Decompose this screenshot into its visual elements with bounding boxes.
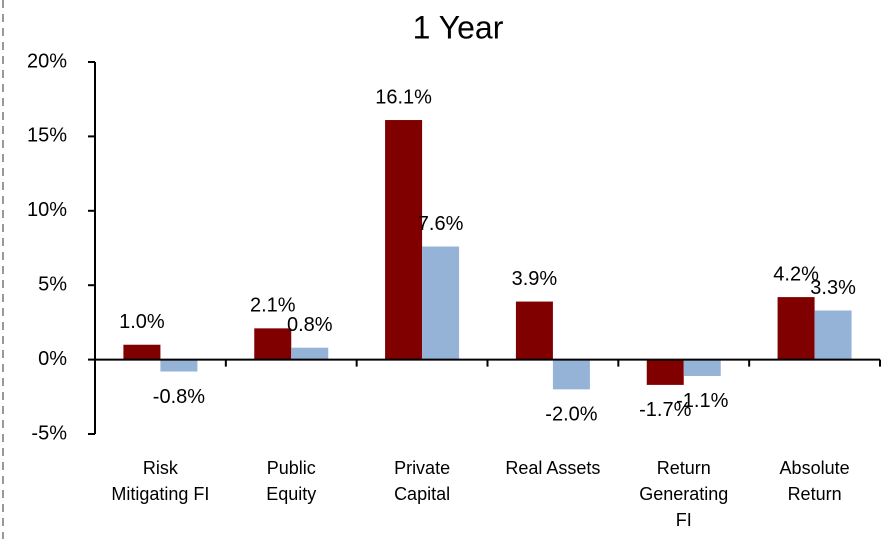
x-tick-label: Real Assets — [505, 458, 601, 478]
bar — [385, 120, 423, 360]
y-tick-label: 10% — [27, 199, 67, 221]
x-tick-label: Absolute Return — [779, 458, 850, 504]
bar — [422, 246, 460, 360]
data-label: 16.1% — [375, 86, 432, 108]
data-label: -1.7% — [639, 399, 691, 421]
bar — [777, 297, 815, 360]
y-tick-label: 5% — [38, 273, 67, 295]
y-tick-label: 15% — [27, 125, 67, 147]
x-tick-label: Risk Mitigating FI — [111, 458, 210, 504]
data-label: 4.2% — [773, 263, 819, 285]
bar — [683, 359, 721, 376]
x-tick-label: Return Generating FI — [639, 458, 729, 530]
data-label: 7.6% — [418, 213, 464, 235]
bar — [515, 301, 553, 360]
data-label: 3.3% — [810, 277, 856, 299]
bar — [160, 359, 198, 372]
data-label: 3.9% — [512, 268, 558, 290]
bar — [123, 344, 161, 360]
data-label: -1.1% — [676, 390, 728, 412]
bar — [254, 328, 292, 360]
x-tick-label: Private Capital — [394, 458, 451, 504]
x-tick-label: Public Equity — [266, 458, 317, 504]
data-label: -0.8% — [153, 386, 205, 408]
data-label: 1.0% — [119, 311, 165, 333]
y-tick-label: 0% — [38, 348, 67, 370]
bar — [814, 310, 852, 360]
bar — [291, 347, 329, 360]
bar — [646, 359, 684, 385]
chart-title: 1 Year — [413, 9, 504, 45]
data-label: 0.8% — [287, 314, 333, 336]
data-label: 2.1% — [250, 295, 296, 317]
y-tick-label: 20% — [27, 50, 67, 72]
y-tick-label: -5% — [31, 422, 67, 444]
data-label: -2.0% — [545, 404, 597, 426]
bar — [552, 359, 590, 390]
